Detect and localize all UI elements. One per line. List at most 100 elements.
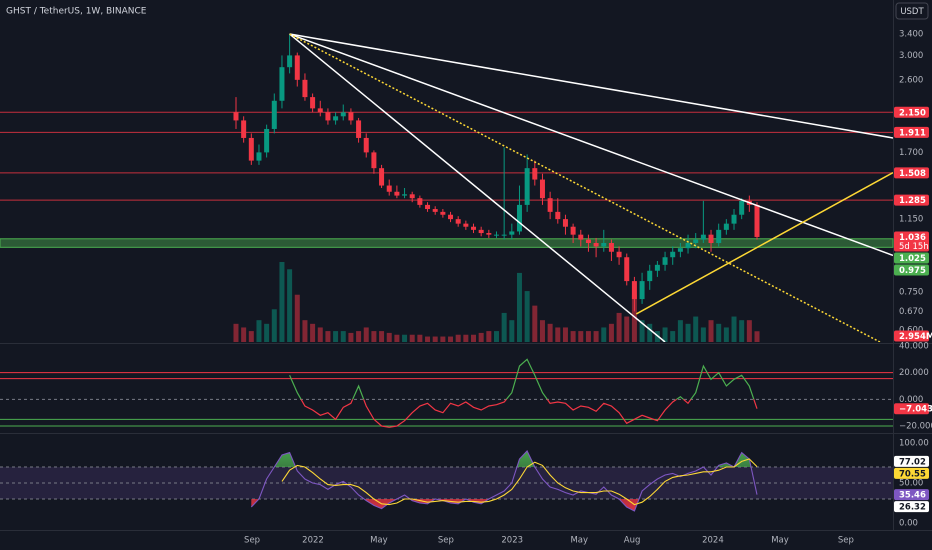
volume-bar bbox=[723, 327, 729, 342]
candle-body bbox=[501, 234, 507, 236]
candle-body bbox=[279, 67, 285, 101]
level-label-box bbox=[894, 194, 929, 206]
candle-body bbox=[432, 209, 438, 212]
candle-body bbox=[716, 229, 722, 243]
volume-bar bbox=[402, 334, 408, 342]
volume-bar bbox=[241, 327, 247, 342]
volume-bar bbox=[570, 331, 576, 342]
candle-body bbox=[593, 242, 599, 247]
candle-body bbox=[578, 234, 584, 240]
volume-bar bbox=[501, 312, 507, 342]
candle-body bbox=[585, 239, 591, 243]
y-tick-label: 3.000 bbox=[899, 51, 923, 61]
oscillator-value-label: −7.043 bbox=[899, 405, 932, 415]
volume-bar bbox=[379, 331, 385, 342]
candle-body bbox=[425, 204, 431, 210]
candle-body bbox=[493, 234, 499, 236]
volume-bar bbox=[471, 334, 477, 342]
volume-bar bbox=[386, 332, 392, 342]
volume-bar bbox=[440, 336, 446, 342]
zone-high-label: 1.025 bbox=[899, 254, 926, 264]
last-price-box bbox=[894, 231, 929, 252]
rsi-band-label: 77.02 bbox=[899, 457, 926, 467]
candle-body bbox=[417, 198, 423, 205]
x-tick-label: 2022 bbox=[302, 536, 324, 546]
zone-high-label-box bbox=[894, 252, 929, 264]
candle-body bbox=[601, 242, 607, 247]
volume-bar bbox=[264, 323, 270, 342]
volume-bar bbox=[708, 320, 714, 342]
candle-body bbox=[509, 231, 515, 235]
volume-bar bbox=[271, 309, 277, 342]
rsi-tick-label: 0.00 bbox=[899, 519, 918, 529]
volume-bar bbox=[608, 323, 614, 342]
volume-bar bbox=[248, 331, 254, 342]
level-label-box bbox=[894, 106, 929, 118]
volume-bar bbox=[624, 316, 630, 342]
candle-body bbox=[700, 234, 706, 240]
support-zone bbox=[0, 238, 894, 248]
x-tick-label: Aug bbox=[624, 536, 641, 546]
last-price-label: 1.036 bbox=[899, 233, 926, 243]
volume-bar bbox=[593, 331, 599, 342]
volume-bar bbox=[539, 320, 545, 342]
volume-bar bbox=[493, 331, 499, 342]
volume-bar bbox=[639, 320, 645, 342]
currency-button[interactable] bbox=[895, 2, 929, 20]
volume-bar bbox=[716, 323, 722, 342]
volume-bar bbox=[585, 331, 591, 342]
candle-body bbox=[325, 112, 331, 121]
candle-body bbox=[256, 152, 262, 161]
candle-body bbox=[463, 223, 469, 227]
volume-bar bbox=[578, 331, 584, 342]
volume-bar bbox=[417, 334, 423, 342]
candle-body bbox=[363, 137, 369, 153]
x-tick-label: 2024 bbox=[702, 536, 724, 546]
y-tick-label: 0.670 bbox=[899, 307, 923, 317]
candle-body bbox=[271, 100, 277, 129]
candle-body bbox=[409, 194, 415, 199]
candle-body bbox=[754, 204, 760, 237]
level-label-box bbox=[894, 126, 929, 138]
candle-body bbox=[356, 120, 362, 138]
volume-bar bbox=[677, 320, 683, 342]
trendline bbox=[289, 33, 893, 139]
symbol-title: GHST / TetherUS, 1W, BINANCE bbox=[6, 7, 147, 17]
candle-body bbox=[708, 234, 714, 243]
candle-body bbox=[723, 223, 729, 230]
volume-bar bbox=[294, 294, 300, 342]
level-label: 1.285 bbox=[899, 196, 926, 206]
level-label: 2.150 bbox=[899, 108, 926, 118]
volume-bar bbox=[333, 331, 339, 342]
candle-body bbox=[631, 281, 637, 300]
x-tick-label: May bbox=[370, 536, 388, 546]
trendlines bbox=[289, 33, 893, 342]
volume-bar bbox=[547, 323, 553, 342]
x-tick-label: Sep bbox=[244, 536, 260, 546]
candle-body bbox=[333, 116, 339, 121]
volume-bar bbox=[325, 331, 331, 342]
y-tick-label: 2.600 bbox=[899, 75, 923, 85]
candle-body bbox=[639, 281, 645, 300]
volume-bar bbox=[516, 272, 522, 342]
volume-bar bbox=[670, 331, 676, 342]
candle-body bbox=[478, 229, 484, 234]
candle-body bbox=[670, 251, 676, 258]
volume-bar bbox=[256, 320, 262, 342]
volume-bar bbox=[363, 327, 369, 342]
volume-bar bbox=[340, 331, 346, 342]
volume-bar bbox=[478, 332, 484, 342]
candle-body bbox=[624, 257, 630, 282]
candle-body bbox=[539, 179, 545, 199]
candle-body bbox=[693, 239, 699, 243]
volume-bar bbox=[731, 316, 737, 342]
y-tick-label: 3.400 bbox=[899, 30, 923, 40]
level-label: 1.508 bbox=[899, 169, 926, 179]
volume-label: 2.954M bbox=[899, 332, 932, 342]
currency-label[interactable]: USDT bbox=[900, 7, 924, 17]
zone-low-label-box bbox=[894, 264, 929, 276]
candle-body bbox=[233, 112, 239, 121]
volume-bar bbox=[371, 331, 377, 342]
candle-body bbox=[371, 152, 377, 169]
